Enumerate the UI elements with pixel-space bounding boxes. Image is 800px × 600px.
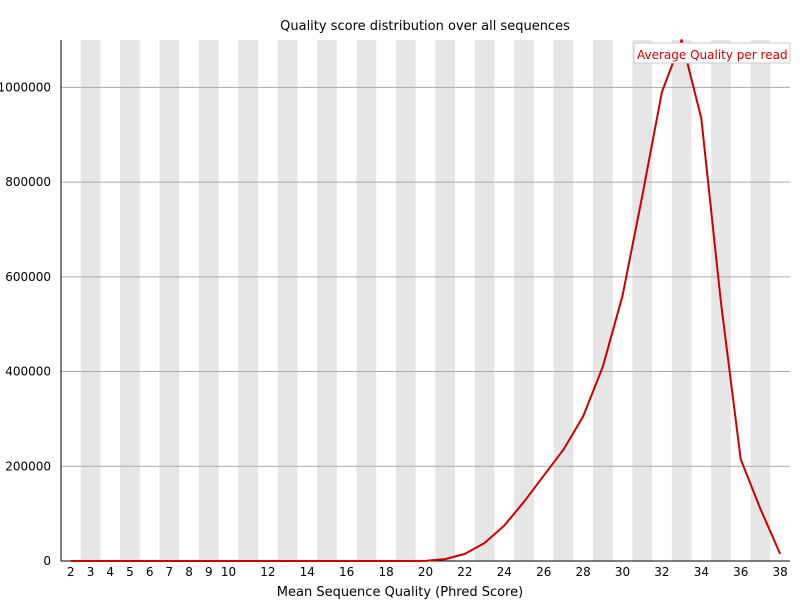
background-band [750,40,771,561]
x-tick-labels: 2 3 4 5 6 7 8 9 10 12 14 16 18 20 22 24 26 28 30 32 34 36 38 [67,565,788,579]
x-tick-label: 28 [575,565,590,579]
y-tick-label: 1000000 [0,80,51,94]
x-tick-label: 6 [146,565,154,579]
y-tick-label: 800000 [5,175,51,189]
x-tick-label: 12 [260,565,275,579]
x-tick-label: 10 [221,565,236,579]
x-tick-label: 30 [615,565,630,579]
gridlines [61,86,790,467]
background-band [317,40,337,561]
chart-title: Quality score distribution over all sequ… [280,19,570,34]
x-tick-label: 2 [67,565,75,579]
background-band [395,40,416,561]
background-bands [80,40,771,561]
x-tick-label: 36 [733,565,748,579]
x-tick-label: 9 [205,565,213,579]
x-tick-label: 24 [497,565,512,579]
x-tick-label: 7 [166,565,174,579]
background-band [356,40,377,561]
y-tick-labels: 0 200000 400000 600000 800000 1000000 [0,80,51,568]
background-band [632,40,653,561]
x-tick-label: 26 [536,565,551,579]
series-layer [70,39,782,562]
legend: Average Quality per read [633,42,791,64]
x-tick-label: 14 [300,565,315,579]
y-tick-label: 600000 [5,270,51,284]
y-tick-label: 0 [43,554,51,568]
x-tick-label: 38 [773,565,788,579]
background-band [277,40,298,561]
background-band [120,40,140,561]
x-tick-label: 22 [457,565,472,579]
x-tick-label: 16 [339,565,354,579]
y-tick-label: 400000 [5,365,51,379]
legend-box [633,42,791,64]
x-tick-label: 8 [185,565,193,579]
x-axis-label: Mean Sequence Quality (Phred Score) [277,585,523,600]
x-tick-label: 32 [654,565,669,579]
background-band [238,40,259,561]
background-band [80,40,101,561]
x-tick-label: 34 [694,565,709,579]
background-band [435,40,456,561]
background-band [514,40,534,561]
background-band [159,40,180,561]
x-tick-label: 18 [378,565,393,579]
x-tick-label: 20 [418,565,433,579]
background-band [198,40,219,561]
x-tick-label: 5 [126,565,134,579]
x-tick-label: 3 [87,565,95,579]
series-line-average-quality [70,39,782,562]
x-tick-label: 4 [106,565,114,579]
y-tick-label: 200000 [5,459,51,473]
background-band [474,40,495,561]
background-band [553,40,574,561]
legend-series-name: Average Quality per read [637,48,788,62]
background-band [671,40,692,561]
background-band [592,40,613,561]
